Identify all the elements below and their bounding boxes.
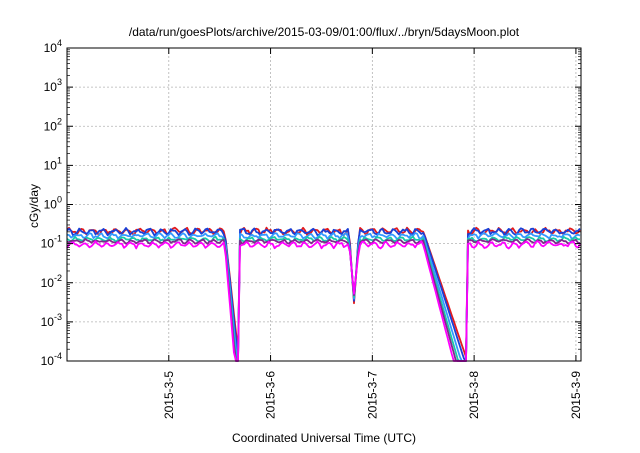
grid-lines xyxy=(67,48,581,361)
y-tick-label: 104 xyxy=(44,38,62,55)
y-tick-label: 10-4 xyxy=(41,351,62,368)
x-tick-label: 2015-3-5 xyxy=(162,371,176,419)
y-axis-ticks: 104 103 102 101 100 10-1 10-2 10-3 10-4 xyxy=(41,38,581,368)
x-axis-label: Coordinated Universal Time (UTC) xyxy=(232,431,416,445)
x-tick-label: 2015-3-9 xyxy=(569,371,583,419)
y-axis-label: cGy/day xyxy=(27,184,41,228)
y-tick-label: 103 xyxy=(44,77,62,94)
series-line xyxy=(66,240,581,362)
series-line xyxy=(66,227,581,362)
series-line xyxy=(66,235,581,362)
y-tick-label: 102 xyxy=(44,116,62,133)
series-line xyxy=(66,232,581,362)
y-tick-label: 10-1 xyxy=(41,234,62,251)
x-tick-label: 2015-3-7 xyxy=(365,371,379,419)
y-tick-label: 100 xyxy=(44,195,62,212)
y-tick-label: 101 xyxy=(44,155,62,172)
x-tick-label: 2015-3-8 xyxy=(467,371,481,419)
y-tick-label: 10-2 xyxy=(41,273,62,290)
x-tick-label: 2015-3-6 xyxy=(264,371,278,419)
y-tick-label: 10-3 xyxy=(41,312,62,329)
chart-title: /data/run/goesPlots/archive/2015-03-09/0… xyxy=(129,25,520,39)
series-lines xyxy=(66,226,581,362)
series-line xyxy=(66,238,581,362)
x-axis-ticks: 2015-3-5 2015-3-6 2015-3-7 2015-3-8 2015-3-9 xyxy=(162,48,583,419)
